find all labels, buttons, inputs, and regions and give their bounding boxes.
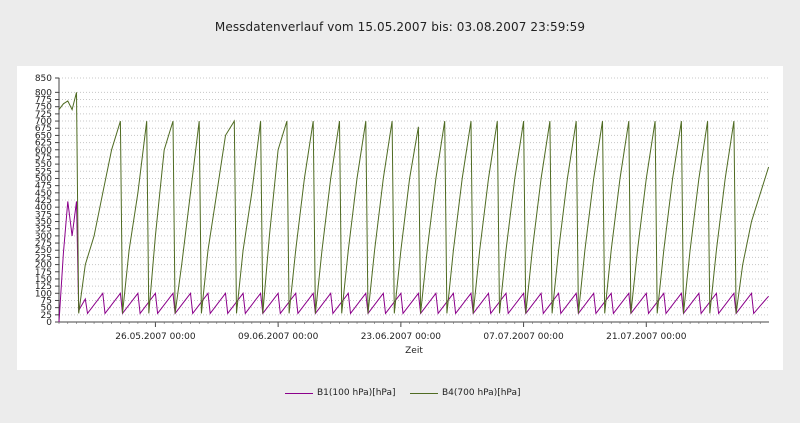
y-tick-label: 625 — [35, 139, 52, 149]
x-tick-label: 21.07.2007 00:00 — [606, 332, 687, 342]
legend-swatch-b4 — [410, 392, 438, 394]
y-tick-label: 725 — [35, 110, 52, 120]
legend-item-b4: B4(700 hPa)[hPa] — [410, 388, 520, 398]
series-line-b1 — [58, 201, 769, 323]
series-line-b4 — [58, 92, 770, 314]
y-tick-label: 600 — [35, 146, 52, 156]
legend-label-b4: B4(700 hPa)[hPa] — [442, 388, 521, 398]
chart-title: Messdatenverlauf vom 15.05.2007 bis: 03.… — [214, 20, 586, 34]
y-tick-label: 575 — [35, 153, 52, 163]
y-tick-label: 75 — [41, 296, 52, 306]
y-tick-label: 400 — [35, 203, 52, 213]
y-tick-label: 475 — [35, 182, 52, 192]
y-tick-label: 250 — [35, 246, 52, 256]
y-tick-label: 425 — [35, 196, 52, 206]
y-tick-label: 700 — [35, 117, 52, 127]
y-tick-label: 450 — [35, 189, 52, 199]
legend-swatch-b1 — [285, 392, 313, 394]
y-tick-label: 775 — [35, 96, 52, 106]
y-tick-label: 175 — [35, 268, 52, 278]
legend: B1(100 hPa)[hPa] B4(700 hPa)[hPa] — [0, 388, 800, 404]
x-tick-label: 23.06.2007 00:00 — [361, 332, 442, 342]
x-tick-label: 09.06.2007 00:00 — [238, 332, 319, 342]
legend-item-b1: B1(100 hPa)[hPa] — [285, 388, 395, 398]
y-tick-label: 650 — [35, 131, 52, 141]
y-tick-label: 0 — [46, 318, 52, 328]
y-tick-label: 100 — [35, 289, 52, 299]
legend-label-b1: B1(100 hPa)[hPa] — [317, 388, 396, 398]
y-tick-label: 550 — [35, 160, 52, 170]
x-axis-label: Zeit — [405, 346, 423, 356]
y-tick-label: 850 — [35, 74, 52, 84]
y-tick-label: 375 — [35, 210, 52, 220]
x-tick-label: 07.07.2007 00:00 — [483, 332, 564, 342]
y-tick-label: 325 — [35, 225, 52, 235]
y-tick-label: 225 — [35, 253, 52, 263]
y-tick-label: 500 — [35, 174, 52, 184]
y-tick-label: 200 — [35, 261, 52, 271]
y-tick-label: 675 — [35, 124, 52, 134]
y-tick-label: 50 — [41, 304, 53, 314]
y-tick-label: 350 — [35, 218, 52, 228]
y-tick-label: 750 — [35, 103, 52, 113]
y-tick-label: 800 — [35, 88, 52, 98]
plot-panel: 0 25 50 75 100 125 150 175 200 225 250 275 300 325 350… — [17, 66, 783, 370]
y-tick-label: 525 — [35, 167, 52, 177]
y-tick-label: 300 — [35, 232, 52, 242]
line-chart: 0255075100125150175200225250275300325350… — [35, 74, 770, 356]
y-tick-label: 25 — [41, 311, 52, 321]
x-tick-label: 26.05.2007 00:00 — [115, 332, 196, 342]
y-tick-label: 275 — [35, 239, 52, 249]
y-tick-label: 150 — [35, 275, 52, 285]
y-tick-label: 125 — [35, 282, 52, 292]
